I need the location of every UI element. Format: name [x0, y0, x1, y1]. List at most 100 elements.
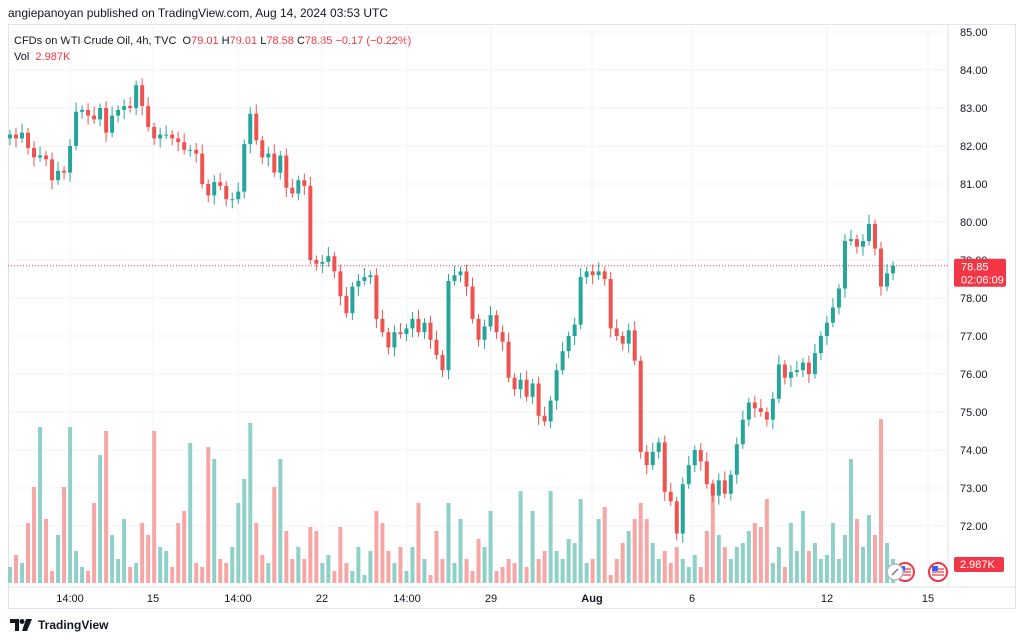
candle-body — [86, 109, 91, 116]
y-tick-label: 74.00 — [960, 445, 988, 457]
y-tick-label: 85.00 — [960, 27, 988, 39]
candle-body — [254, 113, 259, 141]
candle-body — [368, 275, 373, 278]
x-tick-label: 14:00 — [393, 593, 421, 605]
volume-bar — [80, 567, 85, 583]
symbol-name[interactable]: CFDs on WTI Crude Oil, 4h, TVC — [14, 35, 177, 47]
volume-bar — [284, 531, 289, 583]
candle-body — [470, 286, 475, 319]
candle-body — [758, 408, 763, 412]
volume-tag: 2.987K — [954, 557, 1004, 572]
candle-body — [698, 450, 703, 462]
y-tick-label: 83.00 — [960, 103, 988, 115]
volume-bar — [578, 499, 583, 583]
volume-bar — [242, 479, 247, 583]
volume-bar — [572, 543, 577, 583]
volume-bar — [818, 559, 823, 583]
candle-body — [824, 322, 829, 336]
candle-body — [272, 153, 277, 173]
volume-bar — [140, 523, 145, 583]
candle-body — [8, 134, 12, 139]
volume-bar — [560, 559, 565, 583]
volume-bar — [32, 487, 37, 583]
candle-body — [488, 315, 493, 327]
candle-body — [56, 170, 61, 181]
candle-body — [128, 106, 133, 108]
volume-bar — [770, 563, 775, 583]
candle-body — [872, 223, 877, 249]
volume-bar — [116, 559, 121, 583]
tradingview-brand[interactable]: TradingView — [10, 618, 108, 632]
volume-tag-value: 2.987K — [960, 559, 996, 571]
economic-event-icons[interactable] — [886, 562, 948, 582]
volume-bar — [200, 567, 205, 583]
candle-body — [554, 370, 559, 401]
volume-bar — [434, 531, 439, 583]
volume-bar — [794, 551, 799, 583]
candle-body — [110, 115, 115, 133]
volume-bar — [782, 567, 787, 583]
open-value: 79.01 — [191, 35, 219, 47]
candle-body — [776, 364, 781, 399]
volume-bar — [734, 547, 739, 583]
candle-body — [350, 286, 355, 314]
volume-bar — [878, 419, 883, 583]
volume-bar — [182, 511, 187, 583]
volume-bar — [698, 567, 703, 583]
volume-bar — [602, 507, 607, 583]
volume-bar — [842, 535, 847, 583]
volume-bar — [812, 543, 817, 583]
volume-bar — [860, 547, 865, 583]
x-axis: 14:00 15 14:00 22 14:00 29 Aug 6 12 15 — [56, 593, 934, 605]
close-value: 78.85 — [304, 35, 333, 47]
candle-body — [116, 109, 121, 116]
volume-bar — [218, 559, 223, 583]
volume-bar — [152, 431, 157, 583]
y-tick-label: 77.00 — [960, 331, 988, 343]
volume-bar — [86, 571, 91, 583]
candle-body — [440, 355, 445, 371]
candle-body — [812, 353, 817, 374]
volume-bar — [776, 547, 781, 583]
volume-bar — [518, 491, 523, 583]
candle-body — [134, 85, 139, 108]
volume-bar — [458, 519, 463, 583]
volume-bar — [8, 567, 12, 583]
candle-body — [194, 149, 199, 154]
volume-bar — [620, 543, 625, 583]
volume-bar — [368, 551, 373, 583]
candle-body — [446, 280, 451, 371]
change-value: −0.17 (−0.22%) — [335, 35, 412, 47]
volume-bar — [680, 559, 685, 583]
volume-bar — [374, 511, 379, 583]
candle-body — [764, 412, 769, 420]
volume-bar — [356, 547, 361, 583]
last-price-value: 78.85 — [961, 262, 989, 274]
candle-body — [704, 461, 709, 485]
candle-body — [332, 256, 337, 272]
candle-body — [248, 113, 253, 145]
volume-bar — [512, 563, 517, 583]
volume-bar — [326, 555, 331, 583]
x-tick-label: 15 — [922, 593, 934, 605]
candle-body — [716, 480, 721, 496]
volume-bar — [308, 527, 313, 583]
volume-bar — [596, 519, 601, 583]
candle-body — [632, 330, 637, 361]
candle-body — [416, 318, 421, 333]
volume-bar — [158, 547, 163, 583]
volume-bar — [476, 539, 481, 583]
candle-body — [464, 271, 469, 287]
volume-bar — [146, 535, 151, 583]
candle-body — [278, 155, 283, 173]
close-label: C — [296, 35, 305, 47]
candle-body — [320, 261, 325, 264]
candle-body — [746, 402, 751, 420]
x-tick-label: 29 — [485, 593, 497, 605]
candle-body — [788, 372, 793, 378]
candle-body — [356, 280, 361, 287]
candle-body — [752, 402, 757, 409]
y-tick-label: 84.00 — [960, 65, 988, 77]
candle-body — [891, 265, 895, 274]
